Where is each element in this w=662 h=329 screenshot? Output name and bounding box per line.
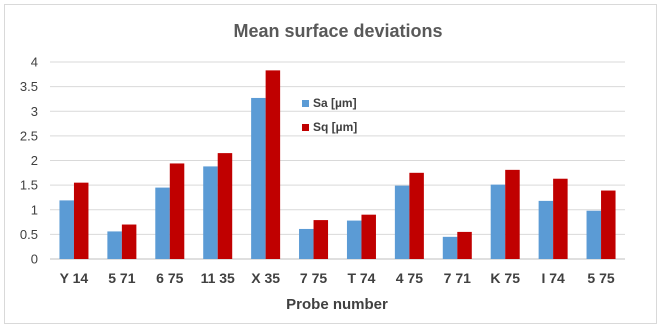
bar-sq-6: [361, 214, 376, 259]
y-tick-label: 4: [31, 55, 38, 70]
legend-swatch-0: [302, 100, 309, 107]
legend: Sa [µm] Sq [µm]: [302, 96, 357, 134]
x-tick-label: T 74: [347, 270, 375, 286]
chart-title: Mean surface deviations: [233, 21, 442, 41]
x-tick-label: 11 35: [201, 270, 235, 286]
x-axis-label: Probe number: [286, 296, 388, 313]
x-tick-label: Y 14: [60, 270, 89, 286]
y-axis-ticks: 0 0.5 1 1.5 2 2.5 3 3.5 4: [20, 55, 38, 267]
bar-sq-0: [73, 182, 89, 259]
bar-sa-0: [59, 200, 74, 259]
x-tick-label: 5 71: [108, 270, 135, 286]
x-tick-label: 7 71: [444, 270, 471, 286]
bar-sq-4: [265, 70, 281, 259]
x-tick-label: 6 75: [156, 270, 183, 286]
bar-sq-8: [457, 231, 472, 259]
bar-sq-7: [409, 172, 424, 259]
legend-label-0: Sa [µm]: [313, 96, 357, 110]
bar-sq-9: [505, 169, 520, 259]
bar-sa-4: [251, 97, 266, 259]
gridlines: [50, 61, 625, 260]
bar-sa-5: [299, 228, 314, 259]
bar-sq-5: [313, 220, 329, 259]
bar-sa-11: [586, 210, 602, 259]
bar-sa-7: [394, 185, 410, 259]
x-tick-label: 5 75: [587, 270, 614, 286]
y-tick-label: 2: [31, 153, 38, 168]
x-tick-label: 4 75: [396, 270, 423, 286]
y-tick-label: 1.5: [20, 178, 38, 193]
y-tick-label: 3.5: [20, 79, 38, 94]
bar-sa-1: [107, 231, 122, 259]
y-tick-label: 3: [31, 104, 38, 119]
bar-sa-6: [346, 220, 362, 259]
legend-swatch-1: [302, 124, 309, 131]
bar-sq-10: [553, 178, 568, 259]
bar-sq-1: [121, 224, 137, 259]
x-axis-ticks: Y 14 5 71 6 75 11 35 X 35 7 75 T 74 4 75 7 71 K 7…: [60, 270, 615, 286]
bar-sq-2: [169, 163, 185, 259]
bar-sa-8: [442, 236, 458, 259]
bar-sa-2: [155, 187, 170, 259]
y-tick-label: 0: [31, 252, 38, 267]
chart-frame: [4, 4, 657, 324]
x-tick-label: X 35: [251, 270, 280, 286]
y-tick-label: 2.5: [20, 128, 38, 143]
bar-sa-3: [203, 166, 218, 259]
x-tick-label: 7 75: [300, 270, 327, 286]
bar-sq-3: [217, 153, 233, 259]
bar-sa-10: [538, 200, 554, 259]
x-tick-label: K 75: [490, 270, 520, 286]
bars: [59, 70, 616, 259]
y-tick-label: 1: [31, 202, 38, 217]
y-tick-label: 0.5: [20, 227, 38, 242]
bar-sq-11: [601, 190, 616, 259]
bar-sa-9: [490, 184, 506, 259]
x-tick-label: I 74: [541, 270, 565, 286]
legend-label-1: Sq [µm]: [313, 120, 357, 134]
